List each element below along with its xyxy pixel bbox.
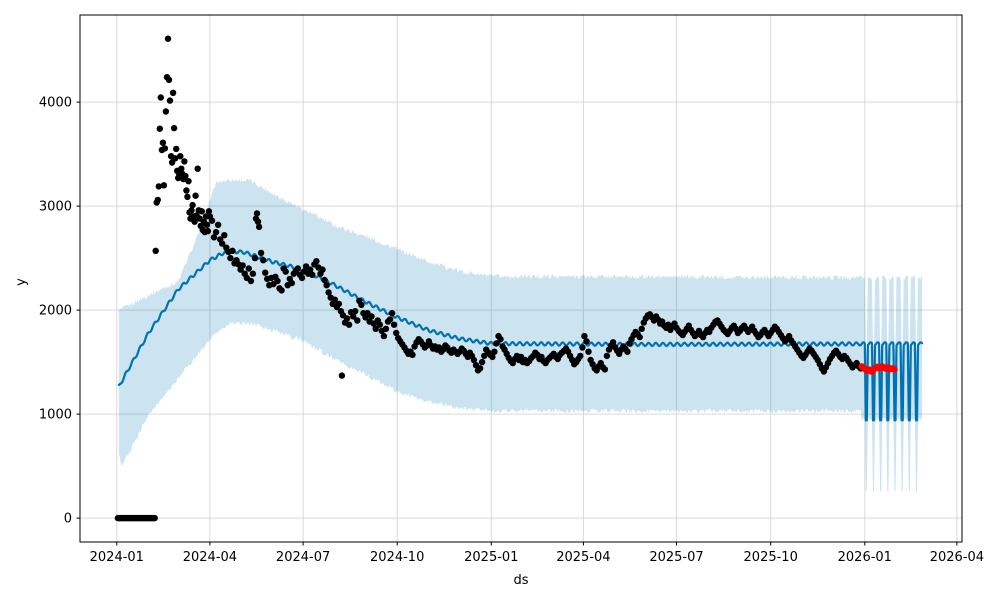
- y-axis-label: y: [14, 278, 29, 286]
- x-tick-label: 2026-04: [930, 550, 984, 565]
- y-tick-label: 1000: [39, 408, 72, 423]
- x-tick-label: 2025-10: [744, 550, 798, 565]
- x-tick-label: 2026-01: [838, 550, 892, 565]
- history-scatter-points: [114, 35, 864, 522]
- x-tick-label: 2024-04: [183, 550, 237, 565]
- axes: 2024-01 2024-04 2024-07 2024-10 2025-01 2025-…: [39, 14, 984, 565]
- x-tick-label: 2024-01: [90, 550, 144, 565]
- x-tick-label: 2025-07: [649, 550, 703, 565]
- y-tick-label: 4000: [39, 96, 72, 111]
- future-actual-points: [858, 363, 898, 375]
- x-tick-label: 2025-04: [556, 550, 610, 565]
- y-tick-label: 0: [64, 512, 72, 527]
- x-axis-label: ds: [513, 573, 528, 588]
- forecast-line: [117, 248, 924, 422]
- grid-lines: [80, 15, 962, 542]
- x-tick-label: 2024-07: [276, 550, 330, 565]
- plot-border: [79, 14, 963, 543]
- x-tick-label: 2025-01: [464, 550, 518, 565]
- x-tick-label: 2024-10: [370, 550, 424, 565]
- y-tick-label: 3000: [39, 200, 72, 215]
- uncertainty-band: [118, 178, 923, 492]
- y-tick-label: 2000: [39, 304, 72, 319]
